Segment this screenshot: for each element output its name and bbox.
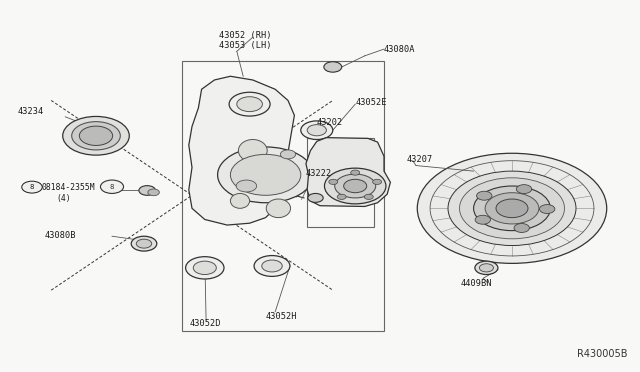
Text: R430005B: R430005B (577, 349, 627, 359)
Circle shape (516, 185, 532, 193)
Circle shape (477, 191, 492, 200)
Text: 43080B: 43080B (45, 231, 76, 240)
Circle shape (236, 180, 257, 192)
Circle shape (479, 264, 493, 272)
Ellipse shape (266, 199, 291, 218)
Text: 8: 8 (29, 184, 35, 190)
Circle shape (324, 168, 386, 204)
Circle shape (131, 236, 157, 251)
Circle shape (280, 150, 296, 159)
Text: 43080A: 43080A (384, 45, 415, 54)
Circle shape (324, 62, 342, 72)
Circle shape (63, 116, 129, 155)
Circle shape (72, 122, 120, 150)
Circle shape (254, 256, 290, 276)
Text: 43202: 43202 (317, 118, 343, 126)
Circle shape (335, 174, 376, 198)
Circle shape (485, 193, 539, 224)
Polygon shape (189, 76, 294, 225)
Text: 8: 8 (109, 184, 115, 190)
Circle shape (22, 181, 42, 193)
Ellipse shape (238, 140, 268, 162)
Polygon shape (306, 138, 390, 206)
Circle shape (100, 180, 124, 193)
Text: 43052E: 43052E (355, 98, 387, 107)
Circle shape (329, 179, 338, 185)
Text: 4409BN: 4409BN (461, 279, 492, 288)
Circle shape (460, 178, 564, 239)
Text: (4): (4) (56, 194, 71, 203)
Text: 43052H: 43052H (266, 312, 297, 321)
Circle shape (148, 189, 159, 196)
Circle shape (237, 97, 262, 112)
Circle shape (186, 257, 224, 279)
Circle shape (262, 260, 282, 272)
Circle shape (139, 186, 156, 195)
Circle shape (474, 186, 550, 231)
Circle shape (364, 194, 373, 199)
Circle shape (417, 153, 607, 263)
Circle shape (448, 171, 576, 246)
Text: 08184-2355M: 08184-2355M (42, 183, 95, 192)
Bar (182, 61, 384, 331)
Circle shape (344, 179, 367, 193)
Text: 43207: 43207 (406, 155, 433, 164)
Circle shape (337, 194, 346, 199)
Bar (307, 138, 374, 227)
Circle shape (230, 154, 301, 195)
Circle shape (136, 239, 152, 248)
Circle shape (79, 126, 113, 145)
Circle shape (301, 121, 333, 140)
Circle shape (351, 170, 360, 175)
Circle shape (496, 199, 528, 218)
Text: 43052D: 43052D (189, 319, 221, 328)
Circle shape (229, 92, 270, 116)
Circle shape (307, 125, 326, 136)
Circle shape (540, 205, 555, 214)
Circle shape (193, 261, 216, 275)
Circle shape (475, 261, 498, 275)
Text: 43053 (LH): 43053 (LH) (219, 41, 271, 50)
Text: 43052 (RH): 43052 (RH) (219, 31, 271, 40)
Circle shape (218, 147, 314, 203)
Text: 43222: 43222 (306, 169, 332, 178)
Text: 43234: 43234 (18, 107, 44, 116)
Ellipse shape (230, 193, 250, 208)
Circle shape (372, 179, 381, 185)
Circle shape (514, 224, 529, 232)
Circle shape (475, 215, 490, 224)
Circle shape (308, 193, 323, 202)
